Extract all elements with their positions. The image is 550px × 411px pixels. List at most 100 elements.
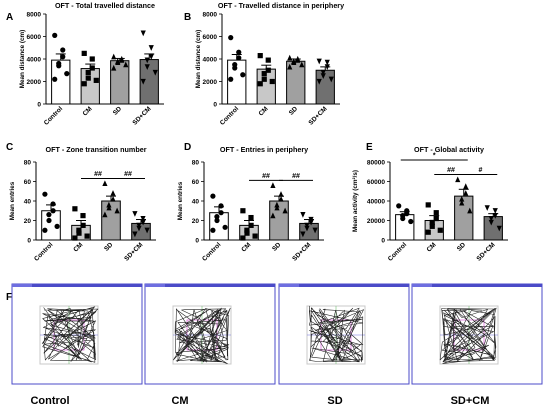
data-point bbox=[52, 32, 58, 38]
data-point bbox=[218, 203, 224, 209]
x-tick-label: Control bbox=[201, 241, 222, 262]
y-tick-label: 60 bbox=[24, 179, 32, 186]
bar-group: SD+CM bbox=[131, 30, 159, 127]
y-tick-label: 60 bbox=[192, 179, 200, 186]
bar-group: SD+CM bbox=[291, 212, 319, 263]
bar-group: CM bbox=[256, 53, 276, 118]
bar-group: SD bbox=[286, 54, 306, 117]
data-point bbox=[60, 47, 66, 53]
y-tick-label: 6000 bbox=[203, 34, 218, 41]
chart-panel-b: B OFT - Travelled distance in periphery80… bbox=[184, 1, 344, 127]
data-point bbox=[144, 227, 150, 234]
chart-panel-e: E OFT - Global activity 80000 60000 40000 200… bbox=[352, 142, 508, 263]
data-point bbox=[425, 229, 431, 235]
y-tick-label: 80000 bbox=[367, 159, 385, 166]
y-axis-label: Mean distance (cm) bbox=[19, 30, 26, 88]
significance-bracket: ## bbox=[111, 171, 145, 179]
data-point bbox=[132, 231, 138, 238]
y-tick-label: 80 bbox=[24, 159, 32, 166]
data-point bbox=[140, 219, 146, 226]
data-point bbox=[270, 182, 276, 188]
x-tick-label: SD+CM bbox=[475, 241, 496, 262]
data-point bbox=[248, 214, 254, 221]
data-point bbox=[76, 230, 82, 236]
data-point bbox=[50, 201, 56, 207]
data-point bbox=[257, 53, 263, 59]
data-point bbox=[316, 58, 322, 65]
data-point bbox=[240, 208, 246, 214]
data-point bbox=[408, 218, 414, 225]
bar-group: Control bbox=[201, 193, 229, 263]
data-point bbox=[64, 71, 70, 77]
data-point bbox=[46, 212, 52, 218]
track-label: SD bbox=[327, 395, 343, 407]
bar-group: CM bbox=[71, 206, 91, 254]
x-tick-label: CM bbox=[72, 241, 84, 253]
data-point bbox=[300, 231, 306, 238]
data-point bbox=[396, 203, 402, 209]
panel-letter: F bbox=[6, 292, 12, 303]
bar-group: SD+CM bbox=[475, 205, 503, 263]
data-point bbox=[278, 191, 284, 197]
bar-group: SD bbox=[269, 182, 289, 253]
significance-label: ## bbox=[94, 171, 102, 178]
data-point bbox=[72, 206, 78, 212]
data-point bbox=[119, 57, 125, 63]
significance-label: # bbox=[479, 167, 483, 174]
data-point bbox=[299, 61, 305, 68]
data-point bbox=[106, 204, 112, 211]
bar-group: SD bbox=[110, 53, 130, 117]
data-point bbox=[492, 213, 498, 219]
data-point bbox=[42, 227, 48, 233]
y-tick-label: 40000 bbox=[367, 198, 385, 205]
significance-bracket: ## bbox=[434, 167, 468, 176]
data-point bbox=[228, 35, 234, 41]
chart-title: OFT - Entries in periphery bbox=[220, 145, 308, 154]
data-point bbox=[287, 54, 293, 61]
x-tick-label: SD bbox=[112, 105, 124, 117]
data-point bbox=[404, 211, 410, 217]
track-header-marker bbox=[279, 284, 299, 287]
data-point bbox=[429, 219, 435, 226]
data-point bbox=[52, 76, 58, 82]
data-point bbox=[278, 195, 284, 202]
data-point bbox=[240, 72, 246, 78]
x-tick-label: CM bbox=[258, 105, 270, 117]
x-tick-label: SD+CM bbox=[291, 241, 312, 262]
data-point bbox=[459, 195, 465, 202]
data-point bbox=[115, 59, 121, 65]
y-tick-label: 0 bbox=[381, 237, 385, 244]
significance-bracket: * bbox=[400, 153, 468, 161]
data-point bbox=[316, 78, 322, 85]
data-point bbox=[81, 81, 87, 87]
data-point bbox=[244, 230, 250, 236]
y-tick-label: 40 bbox=[24, 198, 32, 205]
x-tick-label: SD bbox=[271, 241, 283, 253]
x-tick-label: Control bbox=[219, 105, 240, 126]
y-axis-label: Mean entries bbox=[9, 181, 16, 220]
data-point bbox=[54, 223, 60, 229]
y-tick-label: 0 bbox=[37, 101, 41, 108]
y-tick-label: 40 bbox=[192, 198, 200, 205]
track-header-marker bbox=[412, 284, 432, 287]
data-point bbox=[320, 73, 326, 79]
significance-label: ## bbox=[262, 173, 270, 180]
data-point bbox=[110, 190, 116, 196]
data-point bbox=[148, 45, 154, 51]
track-header-bar bbox=[12, 284, 142, 287]
data-point bbox=[265, 67, 271, 73]
significance-label: * bbox=[433, 153, 436, 160]
data-point bbox=[60, 54, 66, 60]
data-point bbox=[282, 207, 288, 214]
y-tick-label: 20000 bbox=[367, 218, 385, 225]
data-point bbox=[261, 76, 267, 82]
data-point bbox=[312, 227, 318, 234]
x-tick-label: Control bbox=[33, 241, 54, 262]
track-frame bbox=[411, 283, 543, 385]
y-tick-label: 2000 bbox=[203, 79, 218, 86]
data-point bbox=[140, 215, 146, 222]
data-point bbox=[324, 59, 330, 66]
y-tick-label: 0 bbox=[195, 237, 199, 244]
data-point bbox=[400, 215, 406, 222]
data-point bbox=[455, 176, 461, 183]
